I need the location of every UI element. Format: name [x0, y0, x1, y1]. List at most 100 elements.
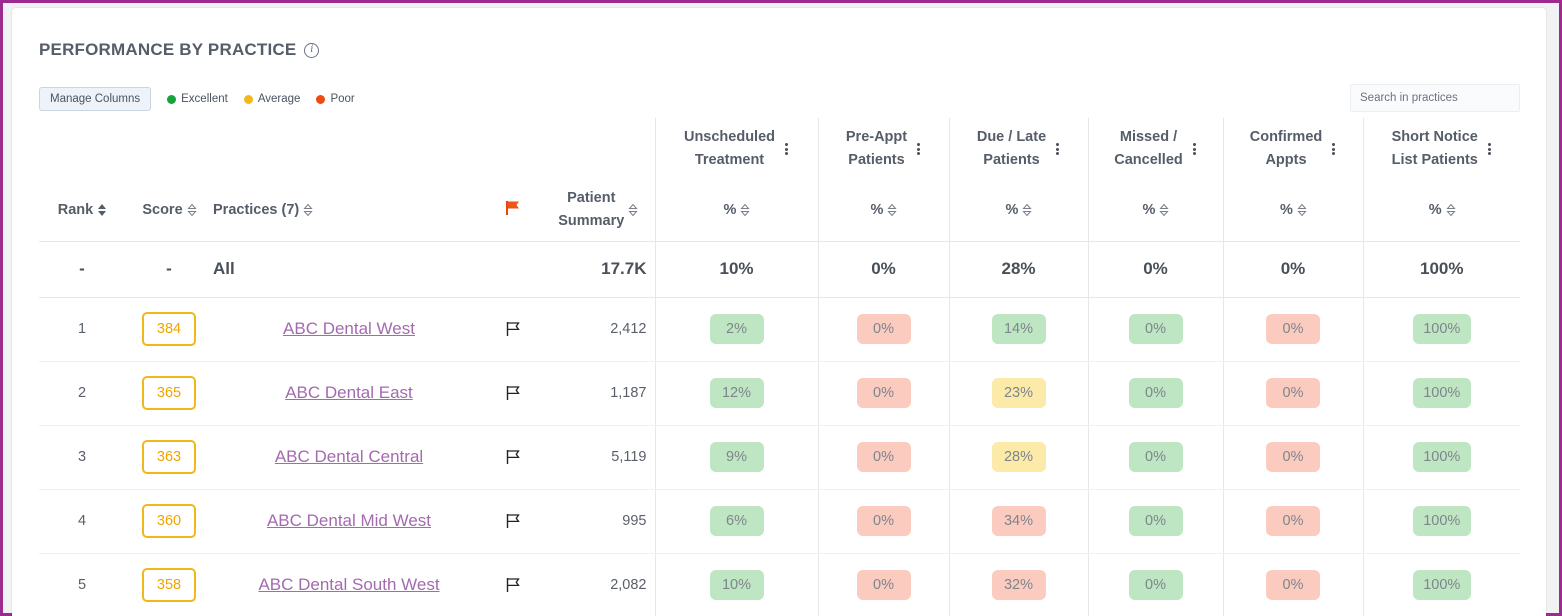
metric-cell: 6%	[654, 489, 818, 554]
all-value: 28%	[948, 241, 1088, 298]
metric-pill[interactable]: 0%	[1128, 314, 1183, 344]
practice-link[interactable]: ABC Dental Central	[274, 447, 424, 466]
table-row[interactable]: 2 365 ABC Dental East 1,187 12% 0% 23% 0% 0% 100%	[39, 361, 1520, 426]
flag-cell[interactable]	[485, 361, 541, 426]
metric-cell: 100%	[1362, 553, 1520, 616]
column-menu-icon[interactable]	[785, 142, 789, 157]
all-value: 0%	[1087, 241, 1223, 298]
patients-cell: 1,187	[541, 361, 655, 426]
table-row[interactable]: 3 363 ABC Dental Central 5,119 9% 0% 28% 0% 0% 10…	[39, 425, 1520, 490]
metric-pill[interactable]: 0%	[856, 506, 911, 536]
metric-pill[interactable]: 0%	[1266, 314, 1320, 344]
flag-cell[interactable]	[485, 553, 541, 616]
metric-pill[interactable]: 12%	[709, 378, 764, 408]
rank-cell: 2	[39, 361, 125, 426]
flag-cell[interactable]	[485, 297, 541, 362]
practice-cell: ABC Dental East	[213, 361, 485, 426]
patients-cell: 2,412	[541, 297, 655, 362]
column-menu-icon[interactable]	[1487, 142, 1492, 157]
metric-pill[interactable]: 0%	[1128, 570, 1183, 600]
metric-pill[interactable]: 0%	[856, 442, 911, 472]
metric-cell: 0%	[1087, 489, 1223, 554]
flag-cell[interactable]	[485, 425, 541, 490]
metric-pill[interactable]: 14%	[991, 314, 1046, 344]
sort-icon[interactable]	[98, 203, 107, 217]
metric-pill[interactable]: 0%	[856, 378, 911, 408]
metric-pill[interactable]: 0%	[1128, 442, 1183, 472]
practice-cell: ABC Dental South West	[213, 553, 485, 616]
column-menu-icon[interactable]	[1056, 142, 1060, 157]
col-pre-appt-patients: Pre-Appt Patients	[817, 118, 949, 180]
sort-icon[interactable]	[1022, 203, 1033, 217]
pct-header[interactable]: %	[1362, 180, 1520, 242]
metric-pill[interactable]: 10%	[709, 570, 764, 600]
column-menu-icon[interactable]	[917, 142, 921, 157]
column-menu-icon[interactable]	[1332, 142, 1336, 157]
sort-icon[interactable]	[303, 203, 313, 217]
metric-pill[interactable]: 0%	[856, 314, 911, 344]
pct-header[interactable]: %	[948, 180, 1088, 242]
practice-link[interactable]: ABC Dental West	[283, 319, 415, 338]
pct-header[interactable]: %	[1087, 180, 1223, 242]
metric-pill[interactable]: 0%	[1266, 378, 1320, 408]
patient-summary-header[interactable]: Patient Summary	[541, 180, 655, 242]
metric-pill[interactable]: 0%	[1128, 506, 1183, 536]
metric-pill[interactable]: 100%	[1412, 570, 1471, 600]
manage-columns-button[interactable]: Manage Columns	[39, 87, 152, 111]
score-badge: 365	[142, 376, 196, 410]
metric-pill[interactable]: 100%	[1412, 442, 1471, 472]
metric-pill[interactable]: 2%	[709, 314, 764, 344]
metric-pill[interactable]: 23%	[991, 378, 1046, 408]
practice-link[interactable]: ABC Dental South West	[258, 575, 440, 594]
metric-pill[interactable]: 32%	[991, 570, 1046, 600]
sort-icon[interactable]	[1159, 203, 1170, 217]
sort-icon[interactable]	[628, 203, 638, 217]
pct-header[interactable]: %	[654, 180, 818, 242]
metric-cell: 0%	[817, 297, 949, 362]
search-input[interactable]	[1350, 84, 1520, 112]
metric-pill[interactable]: 0%	[1128, 378, 1183, 408]
metric-cell: 34%	[948, 489, 1088, 554]
practice-link[interactable]: ABC Dental East	[285, 383, 413, 402]
sort-icon[interactable]	[187, 203, 197, 217]
practices-header[interactable]: Practices (7)	[213, 180, 485, 242]
table-row[interactable]: 1 384 ABC Dental West 2,412 2% 0% 14% 0% 0% 100%	[39, 297, 1520, 362]
score-cell: 365	[125, 361, 213, 426]
flag-icon	[506, 514, 520, 529]
sort-icon[interactable]	[887, 203, 898, 217]
all-patient-summary: 17.7K	[541, 241, 655, 298]
metric-pill[interactable]: 28%	[991, 442, 1046, 472]
sort-icon[interactable]	[1297, 203, 1307, 217]
metric-pill[interactable]: 0%	[1266, 570, 1320, 600]
average-dot-icon	[243, 94, 253, 104]
rank-cell: 4	[39, 489, 125, 554]
metric-cell: 28%	[948, 425, 1088, 490]
metric-pill[interactable]: 0%	[856, 570, 911, 600]
column-menu-icon[interactable]	[1192, 142, 1197, 157]
metric-pill[interactable]: 0%	[1266, 442, 1320, 472]
flag-cell[interactable]	[485, 489, 541, 554]
practice-link[interactable]: ABC Dental Mid West	[266, 511, 432, 530]
metric-pill[interactable]: 100%	[1412, 314, 1471, 344]
metric-pill[interactable]: 100%	[1412, 506, 1471, 536]
metric-pill[interactable]: 6%	[709, 506, 764, 536]
legend-label: Excellent	[181, 93, 228, 105]
pct-header[interactable]: %	[1222, 180, 1363, 242]
table-row[interactable]: 5 358 ABC Dental South West 2,082 10% 0% 32% 0%…	[39, 553, 1520, 616]
table-row[interactable]: 4 360 ABC Dental Mid West 995 6% 0% 34% 0% 0% 100…	[39, 489, 1520, 554]
flag-header[interactable]	[485, 180, 541, 242]
info-icon[interactable]: i	[304, 42, 320, 58]
all-value: 100%	[1362, 241, 1520, 298]
sort-icon[interactable]	[740, 203, 751, 217]
sort-icon[interactable]	[1446, 203, 1456, 217]
metric-pill[interactable]: 0%	[1266, 506, 1320, 536]
pct-header[interactable]: %	[817, 180, 949, 242]
rank-header[interactable]: Rank	[39, 180, 125, 242]
metric-cell: 100%	[1362, 297, 1520, 362]
metric-pill[interactable]: 9%	[709, 442, 764, 472]
metric-pill[interactable]: 34%	[991, 506, 1046, 536]
metric-pill[interactable]: 100%	[1412, 378, 1471, 408]
section-title: PERFORMANCE BY PRACTICE i	[39, 40, 320, 60]
col-unscheduled-treatment: Unscheduled Treatment	[654, 118, 818, 180]
score-header[interactable]: Score	[125, 180, 213, 242]
